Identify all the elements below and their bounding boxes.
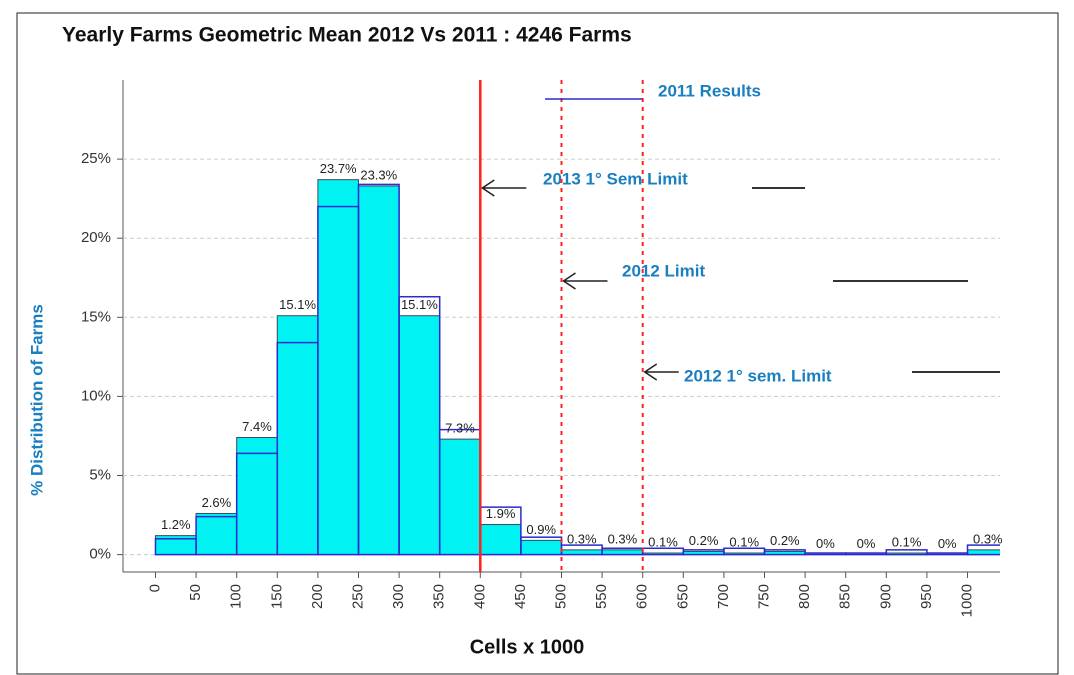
x-tick-label: 300 bbox=[390, 584, 407, 609]
data-label: 2.6% bbox=[202, 495, 232, 510]
data-label: 0.1% bbox=[892, 534, 922, 549]
x-tick-label: 850 bbox=[837, 584, 854, 609]
x-tick-label: 700 bbox=[715, 584, 732, 609]
bar bbox=[844, 552, 888, 556]
x-tick-label: 50 bbox=[187, 584, 204, 601]
x-tick-label: 950 bbox=[918, 584, 935, 609]
data-label: 15.1% bbox=[401, 297, 438, 312]
x-tick-label: 0 bbox=[146, 584, 163, 592]
bar bbox=[926, 552, 969, 556]
x-tick-label: 650 bbox=[674, 584, 691, 609]
data-label: 7.3% bbox=[445, 421, 475, 436]
y-tick-label: 15% bbox=[81, 308, 111, 325]
annotation: 2012 1° sem. Limit bbox=[684, 366, 832, 385]
data-label: 0.1% bbox=[648, 534, 678, 549]
data-label: 0% bbox=[816, 536, 835, 551]
x-tick-label: 750 bbox=[755, 584, 772, 609]
bar bbox=[236, 437, 278, 556]
bar bbox=[885, 549, 928, 556]
x-tick-label: 250 bbox=[349, 584, 366, 609]
x-tick-label: 800 bbox=[796, 584, 813, 609]
bar bbox=[520, 539, 562, 556]
plot-area bbox=[154, 179, 1000, 556]
bar bbox=[276, 315, 319, 556]
data-label: 15.1% bbox=[279, 297, 316, 312]
x-tick-label: 600 bbox=[634, 584, 651, 609]
x-tick-label: 1000 bbox=[958, 584, 975, 617]
data-label: 0.3% bbox=[973, 531, 1003, 546]
y-axis-label: % Distribution of Farms bbox=[27, 304, 46, 496]
data-label: 0% bbox=[857, 536, 876, 551]
x-axis-label: Cells x 1000 bbox=[470, 636, 585, 658]
data-label: 0.3% bbox=[567, 531, 597, 546]
bar bbox=[439, 438, 481, 556]
y-tick-label: 10% bbox=[81, 387, 111, 404]
data-label: 23.7% bbox=[320, 161, 357, 176]
x-tick-label: 350 bbox=[431, 584, 448, 609]
data-label: 0.1% bbox=[729, 534, 759, 549]
x-tick-label: 550 bbox=[593, 584, 610, 609]
data-label: 0.9% bbox=[526, 522, 556, 537]
data-label: 0% bbox=[938, 536, 957, 551]
data-label: 7.4% bbox=[242, 419, 272, 434]
data-label: 0.2% bbox=[770, 533, 800, 548]
y-tick-label: 25% bbox=[81, 150, 111, 167]
bar bbox=[479, 524, 522, 556]
x-tick-label: 150 bbox=[268, 584, 285, 609]
x-tick-label: 500 bbox=[552, 584, 569, 609]
data-label: 1.2% bbox=[161, 517, 191, 532]
x-tick-label: 400 bbox=[471, 584, 488, 609]
legend-label: 2011 Results bbox=[658, 81, 761, 100]
chart-title: Yearly Farms Geometric Mean 2012 Vs 2011… bbox=[62, 24, 632, 47]
bar bbox=[398, 295, 441, 556]
data-label: 23.3% bbox=[360, 167, 397, 182]
annotation-arrow bbox=[562, 272, 608, 290]
x-tick-label: 100 bbox=[228, 584, 245, 609]
bar bbox=[763, 549, 806, 556]
bar bbox=[966, 544, 1000, 556]
frame bbox=[16, 12, 1059, 675]
bar bbox=[357, 185, 400, 556]
annotation-arrow bbox=[480, 179, 527, 197]
data-label: 0.2% bbox=[689, 533, 719, 548]
bar bbox=[804, 552, 847, 556]
annotation: 2012 Limit bbox=[622, 261, 705, 280]
bar bbox=[317, 179, 359, 556]
y-tick-label: 20% bbox=[81, 229, 111, 246]
annotation-arrow bbox=[643, 363, 679, 381]
y-tick-label: 5% bbox=[89, 466, 111, 483]
bar bbox=[398, 315, 441, 556]
x-tick-label: 450 bbox=[512, 584, 529, 609]
x-tick-label: 200 bbox=[309, 584, 326, 609]
x-tick-label: 900 bbox=[877, 584, 894, 609]
annotation: 2013 1° Sem Limit bbox=[543, 169, 688, 188]
y-tick-label: 0% bbox=[89, 546, 111, 563]
data-label: 1.9% bbox=[486, 506, 516, 521]
bar bbox=[195, 512, 238, 556]
data-label: 0.3% bbox=[608, 531, 638, 546]
